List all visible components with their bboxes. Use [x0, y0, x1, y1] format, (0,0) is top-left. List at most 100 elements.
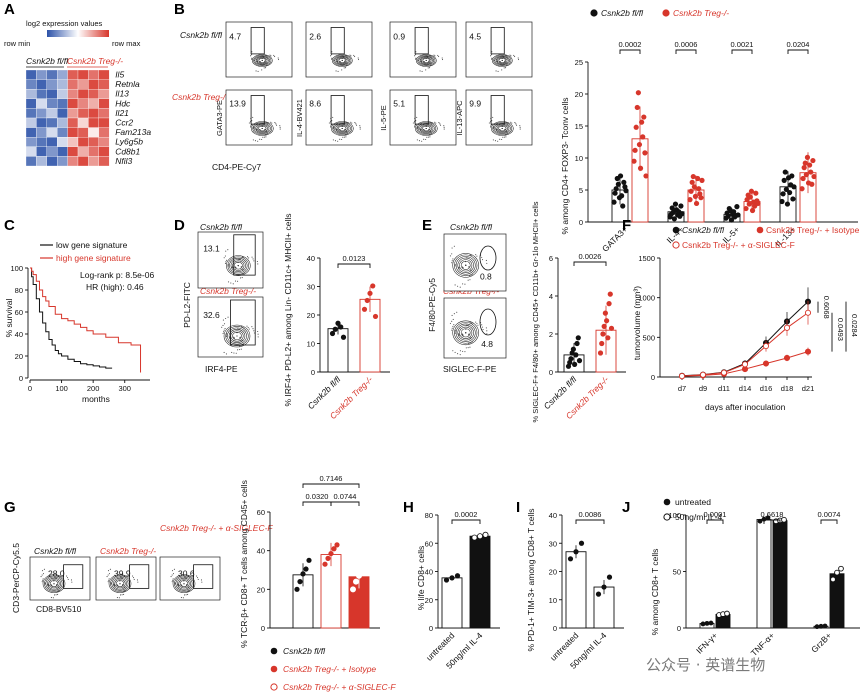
- heatmap-cell: [57, 98, 68, 109]
- flow-g-gate: [63, 564, 84, 589]
- flow-g-percent: 28.0: [48, 568, 65, 578]
- flow-b-top-event: [506, 64, 508, 66]
- flow-g-event: [59, 576, 61, 578]
- heatmap-cell: [25, 146, 37, 157]
- flow-g-event: [47, 583, 49, 585]
- i-point: [601, 584, 607, 590]
- j-point: [704, 620, 710, 626]
- panel-e-letter: E: [422, 217, 432, 234]
- flow-b-top-event: [415, 58, 417, 60]
- g-chart-ylabel: % TCR-β+ CD8+ T cells among CD45+ cells: [239, 480, 249, 648]
- panel-f: F Csnk2b fl/fl Csnk2b Treg-/- + Isotype …: [622, 217, 860, 412]
- heatmap-gene-label: Ly6g5b: [115, 137, 143, 147]
- heatmap-cell: [98, 156, 110, 167]
- flow-d-bottom-event: [223, 323, 226, 325]
- flow-b-top-frame: [305, 21, 373, 78]
- flow-e-bottom-event: [461, 333, 463, 335]
- flow-b-ylabel: GATA3-PE: [215, 100, 224, 136]
- heatmap-cell: [57, 108, 68, 119]
- flow-b-bottom-event: [328, 122, 330, 124]
- b-pvalue: 0.0002: [619, 40, 642, 49]
- flow-b-top-event: [502, 56, 505, 58]
- flow-e-bottom-event: [456, 311, 458, 313]
- flow-d-bottom-contour: [223, 324, 251, 348]
- flow-g-event: [123, 590, 126, 592]
- c-stat-hr: HR (high): 0.46: [86, 282, 144, 292]
- flow-e-bottom-event: [471, 341, 473, 343]
- flow-d-top-event: [227, 265, 230, 267]
- b-pvalue: 0.0204: [787, 40, 810, 49]
- flow-b-bottom-event: [434, 121, 436, 123]
- flow-b-bottom-event: [519, 128, 521, 130]
- heatmap-cell: [25, 69, 37, 80]
- b-point: [801, 165, 807, 171]
- flow-b-bottom-contour: [415, 121, 438, 136]
- flow-e-top-event: [458, 267, 460, 269]
- flow-b-bottom-contour: [420, 124, 432, 133]
- c-y-tick-label: 100: [10, 264, 23, 273]
- flow-e-bottom-contour: [457, 325, 474, 341]
- flow-g-event: [44, 583, 46, 585]
- b-point: [779, 198, 785, 205]
- heatmap-cell: [98, 108, 110, 119]
- flow-e-top-event: [458, 266, 460, 268]
- j-legend: untreated 50ng/ml IL-4: [663, 497, 723, 522]
- heatmap-cell: [77, 79, 89, 90]
- flow-b-top-event: [504, 60, 506, 62]
- flow-b-top-percent: 4.5: [469, 32, 481, 42]
- flow-d-bottom-event: [253, 332, 255, 334]
- h-point: [454, 573, 461, 579]
- flow-b-top-event: [341, 69, 343, 71]
- flow-b-bottom-event: [416, 116, 418, 118]
- heatmap-gene-label: Retnla: [115, 79, 140, 89]
- heatmap-cell: [36, 156, 47, 167]
- flow-e-bottom-contour: [455, 323, 476, 342]
- flow-b-top-event: [491, 57, 493, 59]
- flow-g-event: [113, 583, 115, 585]
- b-point: [669, 205, 675, 211]
- flow-b-bottom-event: [503, 136, 505, 138]
- heatmap-cell: [36, 79, 47, 90]
- c-x-tick-label: 200: [87, 384, 100, 393]
- d-point: [335, 320, 341, 326]
- flow-d-bottom-event: [222, 324, 224, 327]
- h-y-tick-label: 0: [429, 624, 433, 633]
- flow-g-event: [119, 583, 121, 585]
- heatmap-cell: [98, 79, 110, 90]
- b-point: [811, 173, 817, 180]
- flow-b-bottom-frame: [225, 89, 293, 146]
- flow-e-top-event: [470, 269, 472, 271]
- flow-e-top-event: [467, 257, 469, 259]
- c-y-tick-label: 40: [15, 330, 23, 339]
- flow-e-bottom-event: [481, 326, 484, 328]
- g-point: [355, 572, 362, 579]
- flow-b-top-contour: [494, 55, 510, 66]
- flow-b-top-contour: [416, 54, 437, 67]
- flow-e-top-event: [454, 284, 456, 286]
- f-point: [804, 348, 812, 355]
- f-legend: Csnk2b fl/fl Csnk2b Treg-/- + Isotype Cs…: [672, 225, 860, 250]
- flow-b-top-event: [257, 70, 259, 72]
- f-point: [720, 369, 728, 376]
- f-legend-2: Csnk2b Treg-/- + Isotype: [766, 225, 860, 235]
- flow-b-top-event: [331, 51, 333, 53]
- flow-b-top-event: [415, 57, 417, 59]
- g-legend-1: Csnk2b fl/fl: [283, 646, 326, 656]
- flow-e-bottom-event: [486, 330, 488, 332]
- flow-b-bottom-event: [330, 124, 333, 126]
- flow-d-top-contour: [229, 257, 248, 274]
- flow-g-event: [116, 597, 118, 599]
- flow-e-bottom-event: [451, 329, 453, 331]
- i-y-tick-label: 0: [553, 624, 557, 633]
- b-point: [789, 173, 795, 179]
- j-legend-2: 50ng/ml IL-4: [675, 512, 723, 522]
- b-bracket: [787, 49, 809, 54]
- flow-g-event: [66, 575, 68, 577]
- flow-b-bottom-event: [347, 133, 349, 135]
- flow-b-top-event: [345, 54, 347, 56]
- flow-b-top-event: [426, 56, 429, 58]
- flow-b-bottom-event: [346, 133, 348, 135]
- heatmap-cell: [98, 146, 110, 157]
- h-point: [471, 534, 478, 541]
